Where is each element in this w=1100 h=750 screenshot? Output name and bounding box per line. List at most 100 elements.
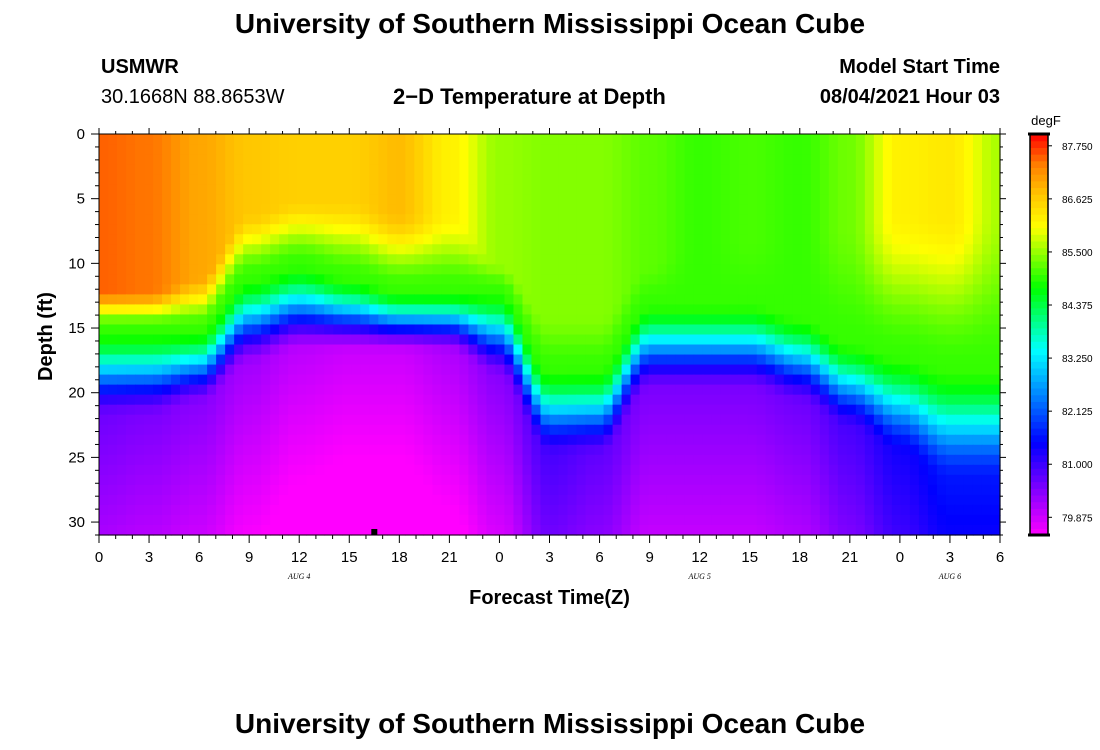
heat-cell: [441, 154, 451, 165]
heat-cell: [585, 194, 596, 205]
heat-cell: [288, 454, 298, 466]
heat-cell: [612, 234, 623, 245]
heat-cell: [108, 414, 118, 426]
heat-cell: [270, 304, 280, 316]
heat-cell: [567, 134, 578, 145]
heat-cell: [657, 164, 668, 175]
heat-cell: [441, 254, 451, 265]
heat-cell: [495, 274, 506, 285]
heat-cell: [459, 444, 470, 456]
heat-cell: [504, 154, 515, 165]
heat-cell: [414, 354, 424, 366]
heat-cell: [432, 254, 442, 265]
heat-cell: [117, 364, 127, 376]
heat-cell: [495, 284, 506, 296]
heat-cell: [279, 234, 289, 245]
heat-cell: [252, 474, 262, 486]
heat-cell: [171, 214, 181, 225]
heat-cell: [567, 394, 578, 406]
heat-cell: [828, 504, 839, 516]
heat-cell: [702, 134, 713, 145]
heat-cell: [207, 174, 217, 185]
heat-cell: [549, 524, 560, 536]
heat-cell: [576, 244, 587, 255]
heat-cell: [720, 414, 731, 426]
heat-cell: [216, 304, 226, 316]
heat-cell: [207, 224, 217, 235]
heat-cell: [549, 254, 560, 265]
heat-cell: [972, 464, 983, 476]
colorbar-segment: [1030, 267, 1048, 275]
heat-cell: [108, 444, 118, 456]
heat-cell: [774, 194, 785, 205]
heat-cell: [792, 344, 803, 356]
heat-cell: [891, 384, 902, 396]
heat-cell: [837, 164, 848, 175]
heat-cell: [855, 194, 866, 205]
heat-cell: [441, 484, 451, 496]
heat-cell: [135, 514, 145, 526]
heat-cell: [180, 524, 190, 536]
heat-cell: [504, 394, 515, 406]
heat-cell: [792, 164, 803, 175]
heat-cell: [315, 314, 325, 326]
heat-cell: [180, 504, 190, 516]
heat-cell: [252, 194, 262, 205]
heat-cell: [900, 334, 911, 346]
heat-cell: [441, 244, 451, 255]
heat-cell: [234, 344, 244, 356]
heat-cell: [819, 444, 830, 456]
heat-cell: [126, 134, 136, 145]
heat-cell: [513, 474, 524, 486]
heat-cell: [198, 444, 208, 456]
heat-cell: [360, 484, 370, 496]
heat-cell: [792, 194, 803, 205]
heat-cell: [774, 284, 785, 296]
heat-cell: [963, 244, 974, 255]
heat-cell: [639, 184, 650, 195]
heat-cell: [990, 234, 1001, 245]
heat-cell: [198, 144, 208, 155]
heat-cell: [756, 134, 767, 145]
heat-cell: [936, 364, 947, 376]
heat-cell: [702, 284, 713, 296]
heat-cell: [558, 304, 569, 316]
heat-cell: [324, 424, 334, 436]
heat-cell: [990, 424, 1001, 436]
heat-cell: [279, 224, 289, 235]
heat-cell: [846, 444, 857, 456]
colorbar-segment: [1030, 528, 1048, 536]
heat-cell: [333, 374, 343, 386]
heat-cell: [216, 524, 226, 536]
heat-cell: [909, 184, 920, 195]
heat-cell: [882, 334, 893, 346]
heat-cell: [837, 244, 848, 255]
heat-cell: [819, 274, 830, 285]
heat-cell: [216, 194, 226, 205]
heat-cell: [126, 284, 136, 296]
heat-cell: [684, 214, 695, 225]
heat-cell: [747, 184, 758, 195]
heat-cell: [846, 154, 857, 165]
heat-cell: [558, 434, 569, 446]
heat-cell: [819, 294, 830, 306]
heat-cell: [954, 154, 965, 165]
heat-cell: [369, 384, 379, 396]
x-tick-label: 15: [741, 549, 758, 566]
heat-cell: [963, 424, 974, 436]
heat-cell: [765, 484, 776, 496]
heat-cell: [711, 224, 722, 235]
heat-cell: [765, 454, 776, 466]
heat-cell: [801, 404, 812, 416]
heat-cell: [270, 394, 280, 406]
heat-cell: [252, 404, 262, 416]
heat-cell: [270, 134, 280, 145]
heat-cell: [666, 314, 677, 326]
heat-cell: [639, 324, 650, 336]
heat-cell: [864, 224, 875, 235]
heat-cell: [549, 424, 560, 436]
heat-cell: [108, 284, 118, 296]
heat-cell: [540, 194, 551, 205]
heat-cell: [765, 384, 776, 396]
heat-cell: [513, 254, 524, 265]
